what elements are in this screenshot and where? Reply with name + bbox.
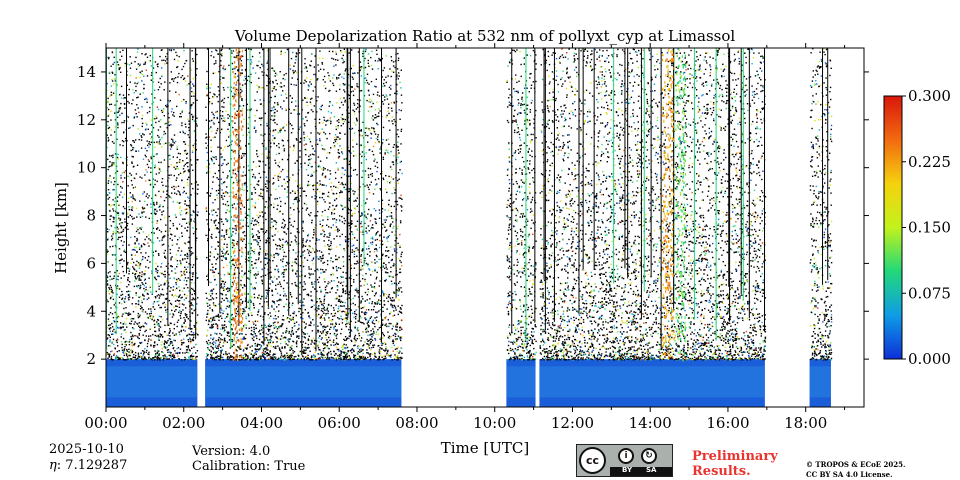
license-label-bar: BY SA [610,466,672,476]
x-axis-label: Time [UTC] [441,439,530,457]
preliminary-line1: Preliminary [692,449,778,464]
plot-frame [105,47,865,408]
high-depol-band-1 [661,48,675,360]
preliminary-line2: Results. [692,464,751,479]
y-tick-label-1: 4 [86,302,96,320]
copyright-line1: © TROPOS & ECoE 2025. [806,460,906,469]
share-alike-icon: ↻ [641,448,657,464]
y-tick-label-0: 2 [86,350,96,368]
data-segment-4 [809,48,833,407]
license-by-label: BY [622,466,633,474]
x-tick-label-5: 10:00 [473,414,516,432]
colorbar-tick-label-0: 0.000 [908,350,951,368]
colorbar-tick-label-2: 0.150 [908,219,951,237]
colorbar-tick-label-1: 0.075 [908,284,951,302]
y-tick-label-3: 8 [86,207,96,225]
cc-icon: cc [579,447,606,474]
colorbar-tick-label-3: 0.225 [908,153,951,171]
colorbar [883,95,903,360]
copyright-note: © TROPOS & ECoE 2025. CC BY SA 4.0 Licen… [806,460,905,480]
y-tick-label-5: 12 [77,111,96,129]
y-axis-label: Height [km] [52,182,70,274]
data-segment-3 [539,48,767,407]
chart-title: Volume Depolarization Ratio at 532 nm of… [234,27,736,45]
y-tick-label-2: 6 [86,254,96,272]
preliminary-results-note: Preliminary Results. [692,449,778,479]
footer-date: 2025-10-10 [49,442,124,457]
x-tick-label-8: 16:00 [706,414,749,432]
axes: 00:00 02:00 04:00 06:00 08:00 10:00 12:00 14:00… [77,43,869,432]
by-attribution-icon: i [618,448,634,464]
footer-version: Version: 4.0 [192,444,271,459]
high-depol-band-2 [675,48,687,362]
colorbar-tick-label-4: 0.300 [908,87,951,105]
copyright-line2: CC BY SA 4.0 License. [806,470,893,479]
footer-eta-value: : 7.129287 [56,458,128,473]
colorbar-ticks: 0.000 0.075 0.150 0.225 0.300 [902,87,951,368]
x-tick-label-6: 12:00 [551,414,594,432]
y-tick-label-6: 14 [77,63,96,81]
x-tick-label-0: 00:00 [84,414,127,432]
license-sa-label: SA [646,466,657,474]
high-depol-band-0 [232,48,244,362]
y-tick-label-4: 10 [77,159,96,177]
x-tick-label-9: 18:00 [784,414,827,432]
x-tick-label-2: 04:00 [240,414,283,432]
data-segment-2 [506,48,537,407]
x-tick-label-4: 08:00 [395,414,438,432]
x-tick-label-3: 06:00 [318,414,361,432]
heatmap-plot-area [106,48,833,407]
data-segment-0 [106,48,199,407]
x-tick-label-7: 14:00 [629,414,672,432]
footer-eta: η: 7.129287 [49,458,128,473]
footer-calibration: Calibration: True [192,459,306,474]
x-tick-label-1: 02:00 [162,414,205,432]
cc-license-badge: cc i ↻ BY SA [576,444,673,477]
